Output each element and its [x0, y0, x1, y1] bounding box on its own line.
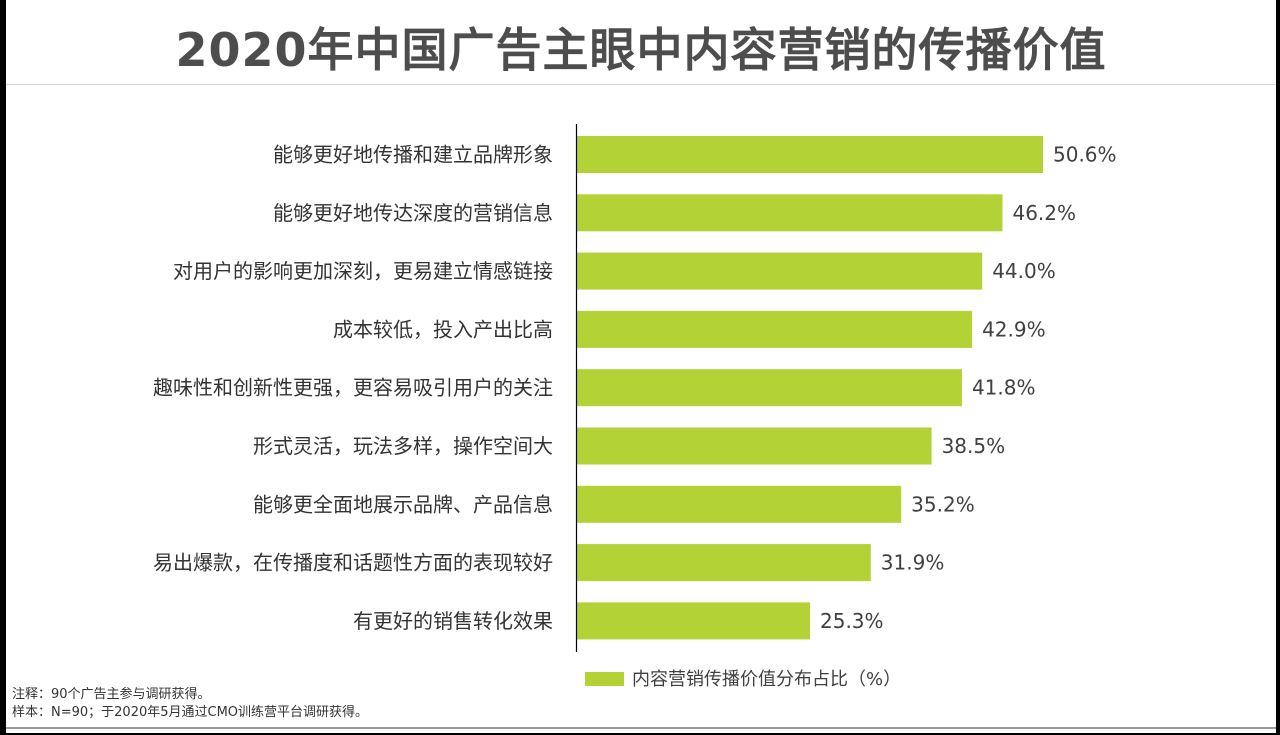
bar [577, 252, 983, 290]
category-label: 趣味性和创新性更强，更容易吸引用户的关注 [153, 376, 553, 400]
chart-title: 2020年中国广告主眼中内容营销的传播价值 [175, 23, 1107, 77]
value-label: 38.5% [942, 434, 1006, 458]
category-label: 易出爆款，在传播度和话题性方面的表现较好 [153, 551, 553, 575]
value-label: 44.0% [992, 259, 1056, 283]
value-label: 46.2% [1012, 201, 1076, 225]
bars-layer: 能够更好地传播和建立品牌形象 50.6% 能够更好地传达深度的营销信息 46.2% 对用… [153, 136, 1117, 640]
bar [577, 485, 902, 523]
footnote-note: 注释：90个广告主参与调研获得。 [12, 687, 211, 702]
category-label: 有更好的销售转化效果 [353, 609, 553, 633]
value-label: 42.9% [982, 317, 1046, 341]
footnote-sample: 样本：N=90；于2020年5月通过CMO训练营平台调研获得。 [12, 705, 369, 720]
bar [577, 310, 973, 348]
value-label: 25.3% [820, 609, 884, 633]
bar [577, 194, 1003, 232]
category-label: 能够更全面地展示品牌、产品信息 [253, 492, 553, 516]
category-label: 能够更好地传播和建立品牌形象 [273, 143, 553, 167]
bar-chart: 能够更好地传播和建立品牌形象 50.6% 能够更好地传达深度的营销信息 46.2% 对用… [153, 124, 1117, 690]
legend-label: 内容营销传播价值分布占比（%） [632, 669, 901, 690]
bar [577, 369, 962, 407]
bottom-divider [6, 727, 1276, 729]
value-label: 41.8% [972, 376, 1036, 400]
bar [577, 136, 1043, 173]
legend: 内容营销传播价值分布占比（%） [585, 669, 901, 690]
category-label: 能够更好地传达深度的营销信息 [273, 201, 553, 225]
bar [577, 427, 932, 465]
category-label: 对用户的影响更加深刻，更易建立情感链接 [173, 259, 553, 283]
bar [577, 544, 871, 582]
title-divider [6, 84, 1276, 85]
category-label: 形式灵活，玩法多样，操作空间大 [253, 434, 553, 458]
bar [577, 602, 810, 640]
value-label: 31.9% [881, 551, 945, 575]
value-label: 35.2% [911, 492, 975, 516]
category-label: 成本较低，投入产出比高 [333, 317, 553, 341]
legend-swatch [585, 672, 624, 686]
chart-frame: 2020年中国广告主眼中内容营销的传播价值 能够更好地传播和建立品牌形象 50.6… [6, 0, 1276, 733]
value-label: 50.6% [1053, 143, 1117, 167]
footnotes: 注释：90个广告主参与调研获得。 样本：N=90；于2020年5月通过CMO训练… [12, 686, 368, 722]
